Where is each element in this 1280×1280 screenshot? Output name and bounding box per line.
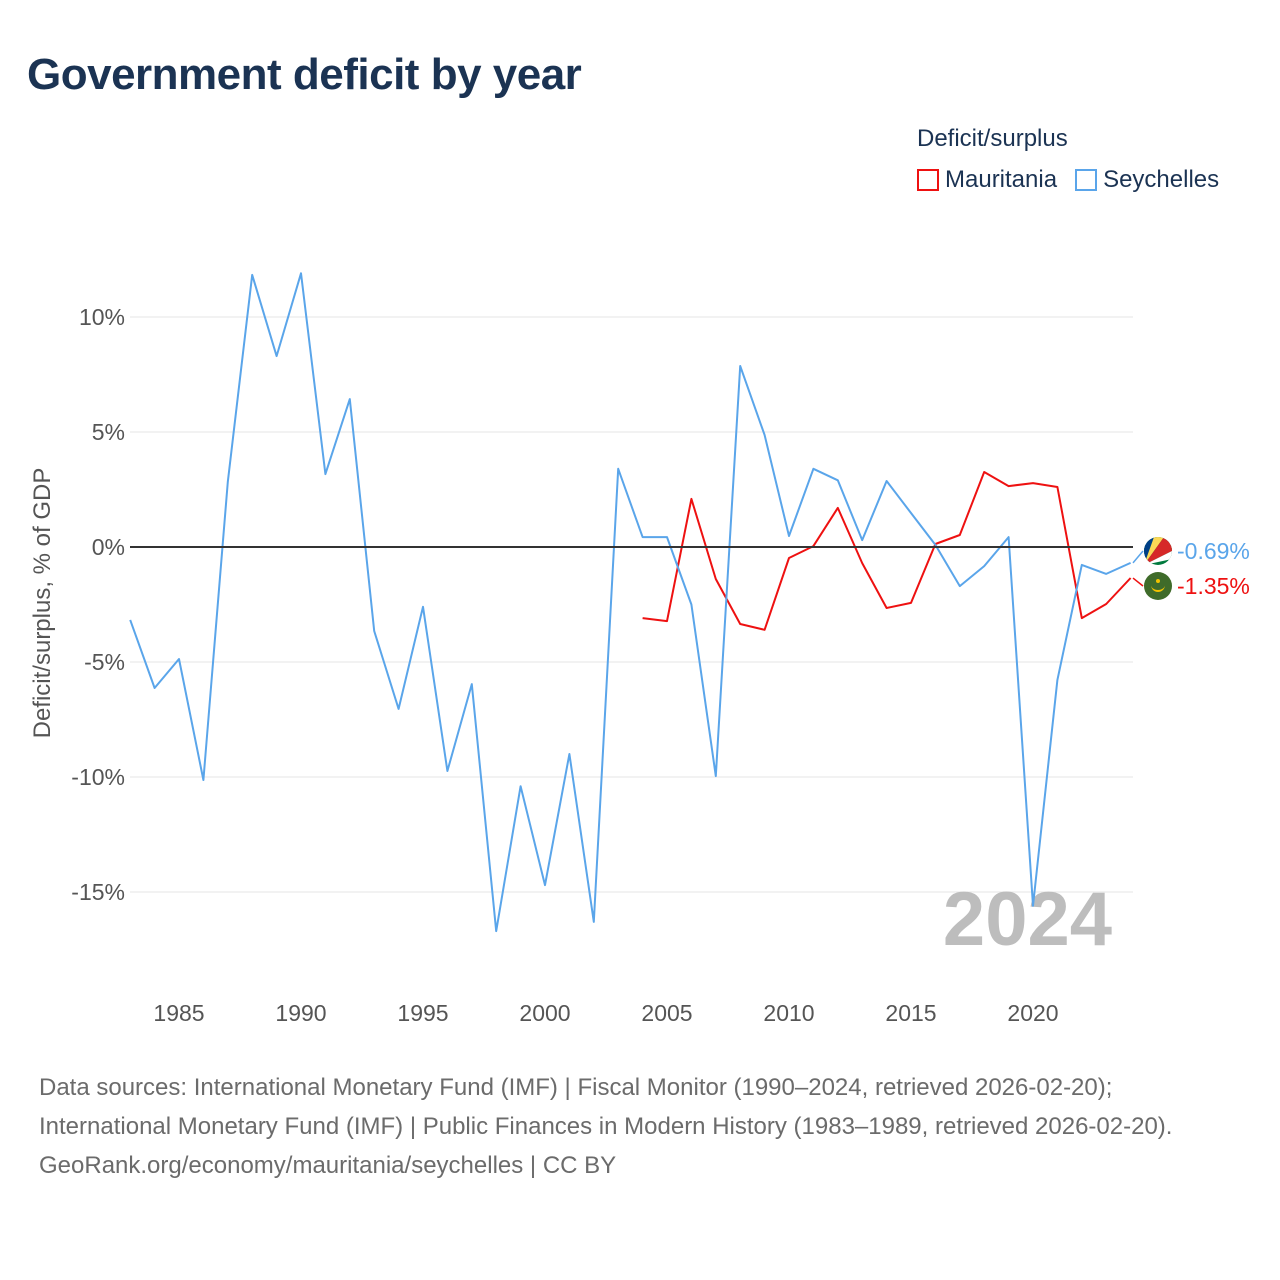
year-watermark: 2024 (943, 877, 1112, 962)
band (1144, 537, 1172, 565)
legend-label: Seychelles (1103, 166, 1220, 193)
x-tick-label: 2015 (885, 1000, 936, 1026)
legend: Mauritania Seychelles (917, 166, 1219, 194)
end-label-seychelles: -0.69% (1177, 538, 1250, 564)
y-tick-label: 5% (92, 419, 125, 445)
connector (1132, 550, 1144, 564)
y-tick-label: -10% (71, 764, 125, 790)
legend-title: Deficit/surplus (917, 125, 1068, 152)
flag (1144, 572, 1172, 600)
crescent (1151, 585, 1165, 592)
legend-item-mauritania[interactable]: Mauritania (917, 166, 1057, 194)
footer: Data sources: International Monetary Fun… (39, 1068, 1239, 1185)
legend-swatch-seychelles (1075, 169, 1098, 191)
series-line-seychelles (129, 272, 1132, 933)
y-axis-label: Deficit/surplus, % of GDP (29, 468, 56, 739)
x-tick-label: 2010 (763, 1000, 814, 1026)
x-tick-label: 2020 (1007, 1000, 1058, 1026)
credit: GeoRank.org/economy/mauritania/seychelle… (39, 1152, 617, 1179)
x-tick-label: 2000 (519, 1000, 570, 1026)
connector (1132, 577, 1144, 587)
series-line-mauritania (642, 471, 1132, 631)
y-tick-label: -5% (84, 649, 125, 675)
legend-label: Mauritania (945, 166, 1058, 193)
x-tick-label: 1990 (275, 1000, 326, 1026)
end-label-mauritania: -1.35% (1177, 573, 1250, 599)
seychelles-flag-icon (1144, 537, 1172, 565)
data-sources: Data sources: International Monetary Fun… (39, 1074, 1173, 1140)
x-tick-label: 1985 (153, 1000, 204, 1026)
legend-swatch-mauritania (917, 169, 939, 191)
x-tick-label: 2005 (641, 1000, 692, 1026)
chart-title: Government deficit by year (27, 50, 582, 99)
y-tick-label: -15% (71, 879, 125, 905)
y-tick-label: 10% (79, 304, 125, 330)
y-tick-label: 0% (92, 534, 125, 560)
mauritania-flag-icon (1144, 572, 1172, 600)
star (1156, 579, 1160, 583)
band (1144, 551, 1172, 565)
x-tick-label: 1995 (397, 1000, 448, 1026)
flag (1144, 537, 1172, 565)
legend-item-seychelles[interactable]: Seychelles (1075, 166, 1219, 194)
